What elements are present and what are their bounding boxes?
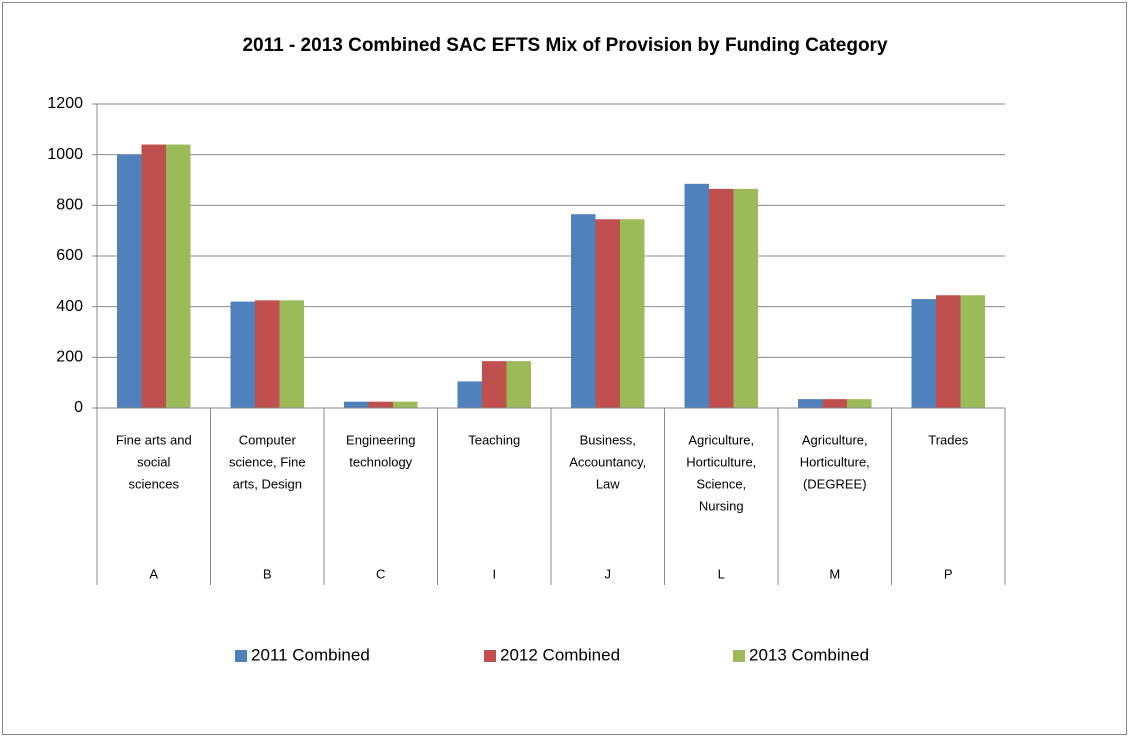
- category-description: Trades: [928, 432, 968, 447]
- category-description: Teaching: [468, 432, 520, 447]
- x-tick-label: B: [263, 566, 272, 581]
- bar: [620, 219, 645, 408]
- category-description: Business,: [580, 432, 636, 447]
- bar: [798, 399, 823, 408]
- x-tick-label: M: [829, 566, 840, 581]
- legend-label: 2011 Combined: [251, 645, 370, 664]
- category-description: Computer: [239, 432, 297, 447]
- bar: [230, 301, 255, 408]
- y-tick-label: 400: [56, 298, 83, 315]
- legend-swatch: [733, 650, 745, 662]
- category-description: Accountancy,: [569, 454, 646, 469]
- bar: [368, 401, 393, 408]
- category-description: Engineering: [346, 432, 415, 447]
- bar: [709, 188, 734, 408]
- bar: [936, 295, 961, 408]
- y-tick-label: 200: [56, 349, 83, 366]
- category-description: Horticulture,: [686, 454, 756, 469]
- category-description: technology: [349, 454, 412, 469]
- y-tick-label: 800: [56, 197, 83, 214]
- x-tick-label: P: [944, 566, 953, 581]
- bar: [733, 188, 758, 408]
- y-tick-label: 0: [74, 399, 83, 416]
- legend-swatch: [235, 650, 247, 662]
- category-description: Science,: [696, 476, 746, 491]
- bar: [166, 144, 191, 409]
- bar: [457, 381, 482, 408]
- y-tick-label: 1200: [47, 95, 83, 112]
- x-tick-label: L: [718, 566, 725, 581]
- category-description: Agriculture,: [802, 432, 868, 447]
- bar: [393, 401, 418, 408]
- category-description: Nursing: [699, 498, 744, 513]
- y-tick-label: 1000: [47, 146, 83, 163]
- bar: [571, 214, 596, 408]
- category-description: social: [137, 454, 170, 469]
- bar: [960, 295, 985, 408]
- legend-label: 2012 Combined: [500, 645, 620, 664]
- category-description: science, Fine: [229, 454, 306, 469]
- y-tick-label: 600: [56, 247, 83, 264]
- x-tick-label: J: [605, 566, 612, 581]
- category-description: Law: [596, 476, 620, 491]
- bar: [684, 183, 709, 408]
- x-tick-label: A: [149, 566, 158, 581]
- category-description: Fine arts and: [116, 432, 192, 447]
- bar: [911, 299, 936, 408]
- category-description: Agriculture,: [688, 432, 754, 447]
- category-description: arts, Design: [233, 476, 302, 491]
- category-description: (DEGREE): [803, 476, 867, 491]
- bar: [141, 144, 166, 409]
- bar: [117, 154, 142, 408]
- legend-label: 2013 Combined: [749, 645, 869, 664]
- chart-title: 2011 - 2013 Combined SAC EFTS Mix of Pro…: [242, 35, 887, 56]
- bar: [344, 401, 369, 408]
- category-description: Horticulture,: [800, 454, 870, 469]
- legend-swatch: [484, 650, 496, 662]
- bar: [279, 300, 304, 408]
- x-tick-label: I: [492, 566, 496, 581]
- bar: [822, 399, 847, 408]
- bar: [482, 361, 507, 408]
- bar: [595, 219, 620, 408]
- bar: [847, 399, 872, 408]
- x-tick-label: C: [376, 566, 385, 581]
- bar: [255, 300, 280, 408]
- category-description: sciences: [128, 476, 179, 491]
- bar: [506, 361, 531, 408]
